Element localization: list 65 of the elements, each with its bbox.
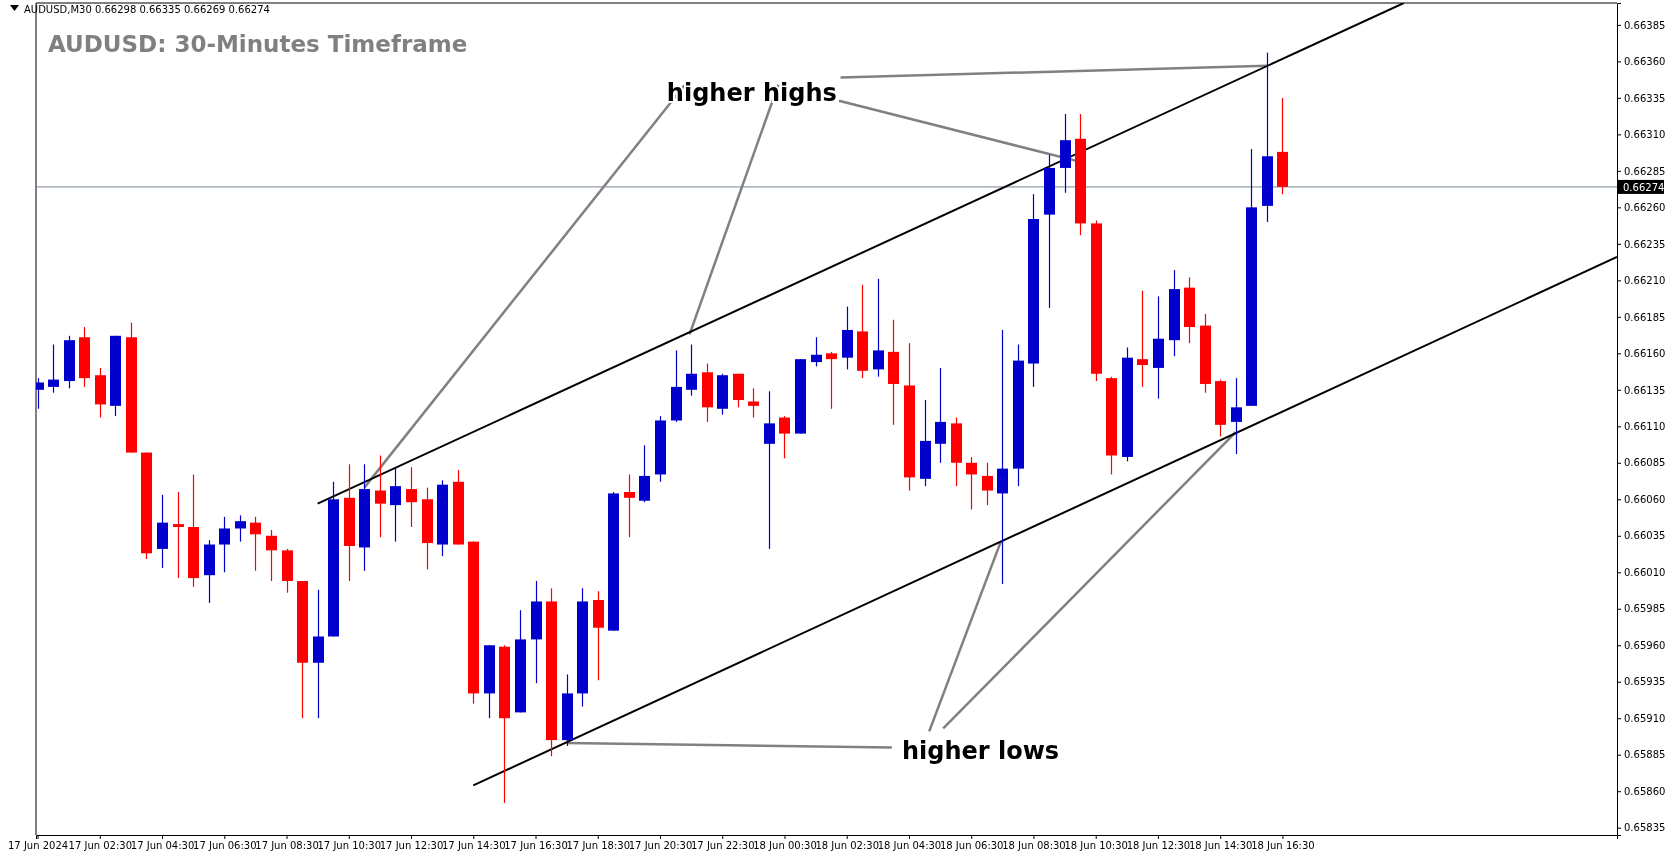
y-tick-label: 0.66085 (1624, 457, 1666, 469)
candlestick (966, 456, 977, 511)
y-tick-label: 0.66135 (1624, 384, 1666, 396)
y-tick-label: 0.66110 (1624, 421, 1666, 432)
candlestick (406, 466, 417, 528)
x-tick-label: 17 Jun 2024 (7, 840, 69, 852)
candlestick (982, 462, 993, 506)
x-tick-label: 17 Jun 06:30 (193, 840, 257, 852)
x-tick-label: 18 Jun 10:30 (1064, 840, 1128, 852)
annotation: AUDUSD,M30 0.66298 0.66335 0.66269 0.66274 (24, 4, 270, 15)
x-tick-label: 17 Jun 02:30 (68, 840, 133, 852)
candlestick (686, 343, 697, 397)
candlestick (779, 415, 790, 460)
y-tick-label: 0.66360 (1624, 56, 1666, 68)
candlestick (748, 387, 759, 419)
annotation: higher highs (666, 79, 837, 108)
candlestick (1137, 289, 1148, 388)
x-tick-label: 17 Jun 08:30 (255, 840, 319, 852)
y-tick-label: 0.66335 (1624, 92, 1666, 104)
candlestick (1231, 377, 1242, 455)
x-tick-label: 17 Jun 10:30 (317, 840, 382, 852)
y-tick-label: 0.65910 (1624, 712, 1666, 724)
candlestick (764, 390, 775, 550)
y-tick-label: 0.65985 (1624, 603, 1666, 615)
x-tick-label: 18 Jun 02:30 (815, 840, 879, 852)
y-tick-label: 0.66210 (1624, 275, 1666, 287)
y-tick-label: 0.66035 (1624, 530, 1666, 542)
candlestick (826, 351, 837, 410)
candlestick (219, 516, 230, 573)
y-tick-label: 0.66260 (1624, 202, 1666, 214)
candlestick (235, 514, 246, 543)
x-tick-label: 17 Jun 18:30 (566, 840, 631, 852)
y-tick-label: 0.66310 (1624, 129, 1666, 141)
candlestick (173, 491, 184, 579)
y-tick-label: 0.65960 (1624, 639, 1666, 651)
candlestick (624, 473, 635, 538)
x-tick-label: 18 Jun 16:30 (1251, 840, 1315, 852)
ref-line-label: 0.66274 (1623, 181, 1665, 193)
candlestick (390, 466, 401, 543)
x-tick-label: 17 Jun 14:30 (442, 840, 506, 852)
y-tick-label: 0.66160 (1624, 348, 1666, 360)
y-tick-label: 0.65885 (1624, 749, 1666, 761)
y-tick-label: 0.65860 (1624, 785, 1666, 797)
x-tick-label: 18 Jun 12:30 (1126, 840, 1191, 852)
y-tick-label: 0.66385 (1624, 19, 1666, 31)
candlestick (266, 529, 277, 582)
y-tick-label: 0.66185 (1624, 311, 1666, 323)
candlestick (250, 516, 261, 572)
candlestick (811, 336, 822, 368)
y-tick-label: 0.66010 (1624, 566, 1666, 578)
candlestick (375, 454, 386, 538)
y-tick-label: 0.65935 (1624, 676, 1666, 688)
annotation: higher lows (901, 737, 1060, 766)
y-tick-label: 0.66285 (1624, 165, 1666, 177)
x-tick-label: 18 Jun 08:30 (1002, 840, 1066, 852)
candlestick (48, 343, 59, 394)
text: AUDUSD: 30-Minutes Timeframe (48, 31, 468, 57)
y-tick-label: 0.65835 (1624, 822, 1666, 834)
y-tick-label: 0.66060 (1624, 493, 1666, 505)
candlestick (935, 367, 946, 464)
candlestick (873, 278, 884, 378)
x-tick-label: 18 Jun 00:30 (753, 840, 817, 852)
x-tick-label: 17 Jun 16:30 (504, 840, 568, 852)
y-tick-label: 0.66235 (1624, 238, 1666, 250)
candlestick (997, 329, 1008, 585)
